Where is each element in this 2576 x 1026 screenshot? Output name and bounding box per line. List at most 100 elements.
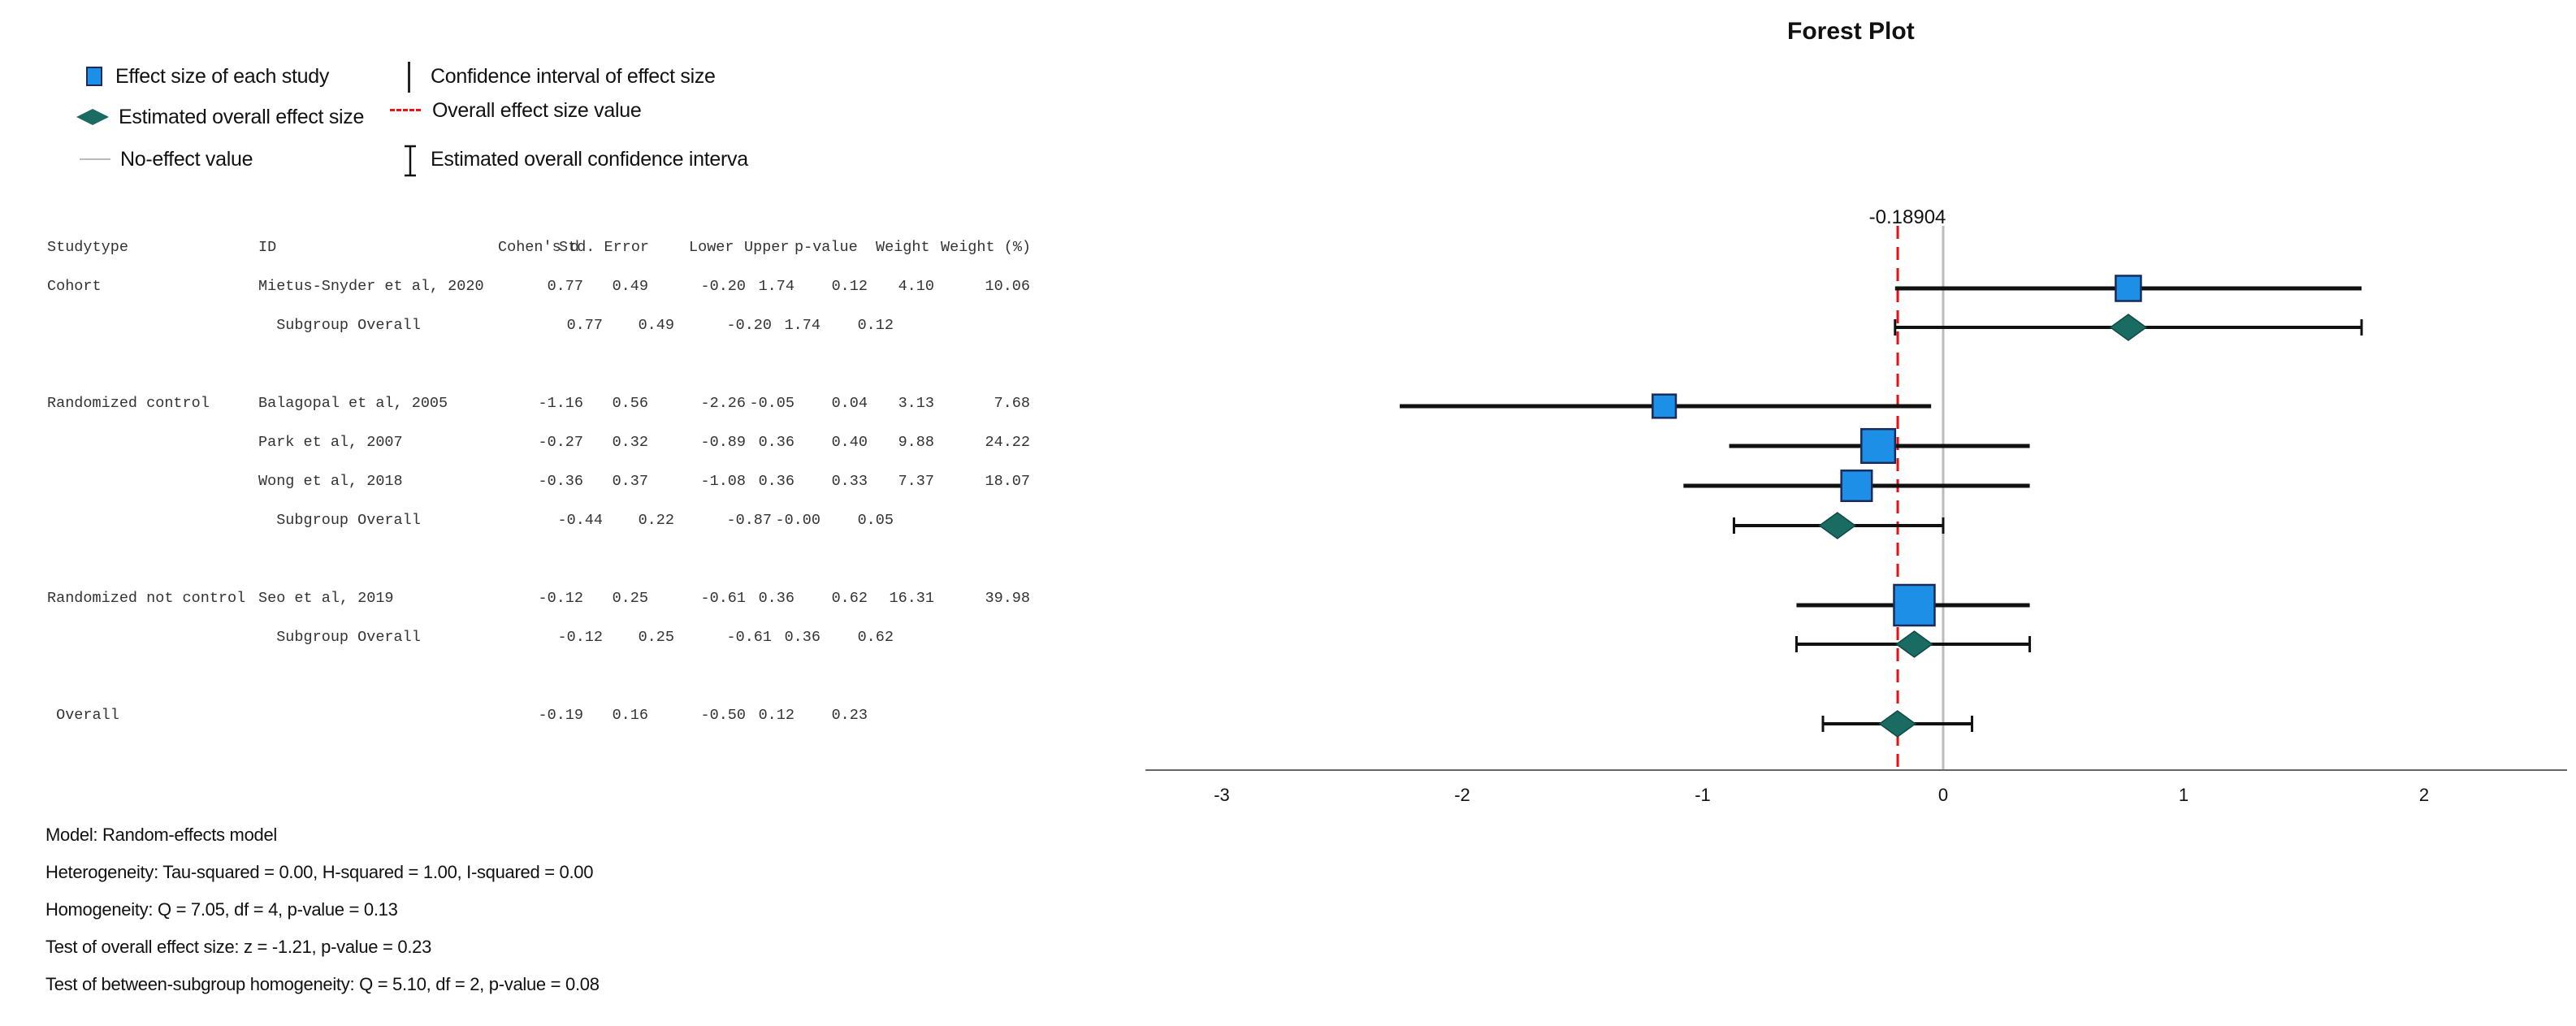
table-cell: 0.36 <box>758 590 794 607</box>
red-dash-icon <box>390 96 426 125</box>
table-cell: -0.44 <box>557 512 603 529</box>
table-cell: -0.20 <box>700 278 746 295</box>
table-cell: 0.62 <box>857 629 894 646</box>
table-cell: 0.33 <box>831 473 868 490</box>
table-cell: -0.00 <box>775 512 820 529</box>
table-cell: 0.37 <box>612 473 648 490</box>
homogeneity-stats: Homogeneity: Q = 7.05, df = 4, p-value =… <box>45 899 398 920</box>
table-cell: 7.37 <box>898 473 934 490</box>
table-cell: 1.74 <box>784 317 820 334</box>
table-cell: Randomized not control <box>47 590 246 607</box>
table-cell: Overall <box>47 707 119 724</box>
table-header: Weight (%) <box>941 239 1032 256</box>
legend-item-ci: Confidence interval of effect size <box>395 62 716 93</box>
legend-label: Effect size of each study <box>115 64 330 88</box>
table-cell: 24.22 <box>985 434 1030 451</box>
study-effect-marker <box>1893 583 1936 627</box>
table-cell: Wong et al, 2018 <box>258 473 403 490</box>
table-cell: Seo et al, 2019 <box>258 590 394 607</box>
table-cell: Subgroup Overall <box>258 629 421 646</box>
table-cell: 0.32 <box>612 434 648 451</box>
table-cell: 0.12 <box>758 707 794 724</box>
subgroup-effect-diamond <box>2109 314 2148 341</box>
x-tick-label: -2 <box>1454 785 1470 805</box>
table-cell: 0.25 <box>638 629 674 646</box>
table-cell: Subgroup Overall <box>258 317 421 334</box>
table-cell: 0.16 <box>612 707 648 724</box>
study-effect-marker <box>1652 393 1678 419</box>
table-cell: -0.20 <box>726 317 772 334</box>
legend-label: Overall effect size value <box>432 98 642 122</box>
x-tick-label: -3 <box>1214 785 1230 805</box>
table-header: Weight <box>876 239 930 256</box>
table-cell: 3.13 <box>898 395 934 412</box>
table-cell: 39.98 <box>985 590 1030 607</box>
table-cell: 9.88 <box>898 434 934 451</box>
legend-label: No-effect value <box>120 147 253 171</box>
table-cell: -0.05 <box>749 395 794 412</box>
study-effect-marker <box>1860 427 1897 465</box>
table-cell: Mietus-Snyder et al, 2020 <box>258 278 484 295</box>
legend-item-study-effect: Effect size of each study <box>80 62 329 91</box>
table-cell: Randomized control <box>47 395 210 412</box>
table-cell: 18.07 <box>985 473 1030 490</box>
table-cell: -0.50 <box>700 707 746 724</box>
table-header: Upper <box>744 239 790 256</box>
overall-effect-label: -0.18904 <box>1869 206 1946 228</box>
legend-item-overall-line: Overall effect size value <box>390 96 642 125</box>
table-cell: -0.89 <box>700 434 746 451</box>
table-cell: 0.04 <box>831 395 868 412</box>
x-tick-label: 1 <box>2179 785 2189 805</box>
table-cell: 0.36 <box>758 434 794 451</box>
table-header: Std. Error <box>559 239 650 256</box>
table-cell: 16.31 <box>889 590 934 607</box>
table-cell: 4.10 <box>898 278 934 295</box>
table-cell: 0.77 <box>547 278 583 295</box>
subgroup-effect-diamond <box>1818 512 1857 539</box>
blue-square-icon <box>80 62 109 91</box>
ibeam-icon <box>395 145 424 177</box>
subgroup-effect-diamond <box>1895 630 1933 658</box>
table-cell: -0.12 <box>557 629 603 646</box>
table-cell: -0.87 <box>726 512 772 529</box>
table-cell: -0.36 <box>538 473 583 490</box>
table-cell: -1.16 <box>538 395 583 412</box>
chart-title: Forest Plot <box>1787 18 1915 45</box>
table-cell: 0.12 <box>857 317 894 334</box>
legend-label: Confidence interval of effect size <box>431 64 716 88</box>
x-tick-label: 2 <box>2419 785 2429 805</box>
study-effect-marker <box>2115 275 2142 302</box>
table-cell: 0.22 <box>638 512 674 529</box>
table-cell: 0.62 <box>831 590 868 607</box>
table-cell: -0.12 <box>538 590 583 607</box>
table-cell: 0.49 <box>612 278 648 295</box>
table-header: p-value <box>794 239 858 256</box>
table-cell: 0.49 <box>638 317 674 334</box>
table-cell: 7.68 <box>994 395 1030 412</box>
table-cell: 0.25 <box>612 590 648 607</box>
x-tick-label: 0 <box>1938 785 1948 805</box>
table-cell: 0.36 <box>758 473 794 490</box>
table-header: Cohen's d <box>498 239 579 256</box>
table-cell: 1.74 <box>758 278 794 295</box>
table-cell: 0.05 <box>857 512 894 529</box>
table-cell: 10.06 <box>985 278 1030 295</box>
table-header: Lower <box>689 239 734 256</box>
table-cell: 0.40 <box>831 434 868 451</box>
legend-label: Estimated overall confidence interva <box>431 147 748 171</box>
table-cell: 0.36 <box>784 629 820 646</box>
green-diamond-icon <box>75 102 112 132</box>
between-subgroup-test: Test of between-subgroup homogeneity: Q … <box>45 974 600 994</box>
x-tick-label: -1 <box>1695 785 1711 805</box>
legend-item-overall-ci: Estimated overall confidence interva <box>395 145 748 177</box>
table-header: ID <box>258 239 277 256</box>
table-cell: 0.23 <box>831 707 868 724</box>
table-header: Studytype <box>47 239 128 256</box>
study-effect-marker <box>1840 469 1873 503</box>
legend-item-no-effect: No-effect value <box>80 145 253 174</box>
overall-effect-test: Test of overall effect size: z = -1.21, … <box>45 937 431 957</box>
table-cell: 0.77 <box>566 317 603 334</box>
table-cell: -0.61 <box>700 590 746 607</box>
ci-line-icon <box>395 62 424 93</box>
